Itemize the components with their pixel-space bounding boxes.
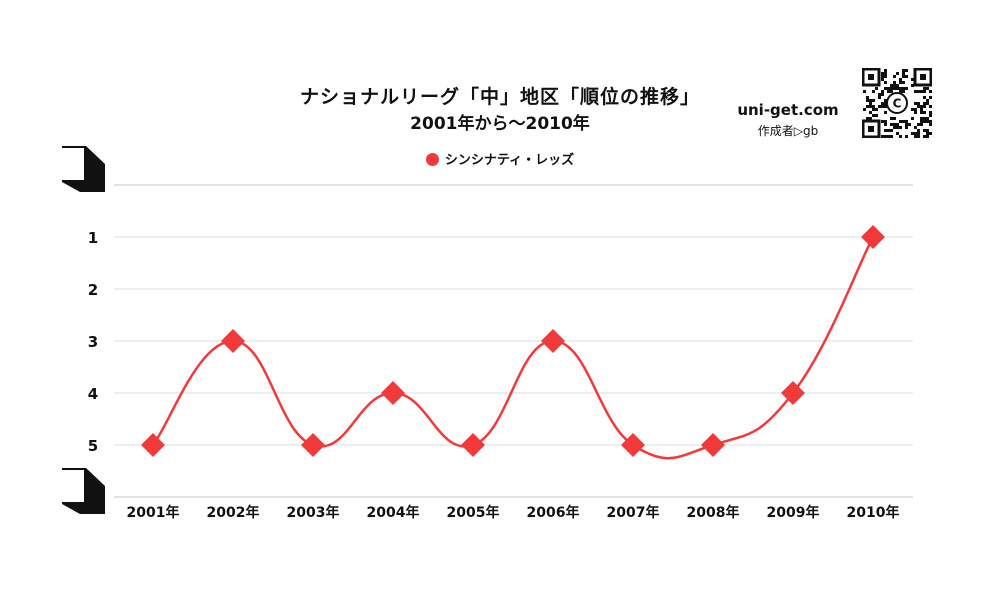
axis-end-decoration	[62, 146, 105, 192]
x-tick-label: 2010年	[847, 504, 900, 521]
series-markers	[141, 225, 885, 457]
chart-subtitle: 2001年から～2010年	[410, 114, 590, 134]
legend-marker-icon	[425, 153, 439, 166]
x-tick-label: 2002年	[207, 504, 260, 521]
x-tick-label: 2009年	[767, 504, 820, 521]
author-credit: 作成者▷gb	[757, 124, 819, 138]
data-point-marker	[701, 433, 725, 457]
y-tick-label: 1	[88, 229, 98, 247]
y-tick-label: 4	[88, 385, 98, 403]
chart-title: ナショナルリーグ「中」地区「順位の推移」	[299, 86, 700, 108]
series-lines	[152, 236, 875, 460]
data-point-marker	[301, 433, 325, 457]
data-point-marker	[381, 381, 405, 405]
data-point-marker	[621, 433, 645, 457]
x-tick-label: 2006年	[527, 504, 580, 521]
x-axis-ticks: 2001年 2002年 2003年 2004年 2005年 2006年 2007年 2008年…	[127, 504, 900, 521]
x-tick-label: 2001年	[127, 504, 180, 521]
data-point-marker	[861, 225, 885, 249]
site-brand: uni-get.com	[737, 101, 839, 119]
data-point-marker	[781, 381, 805, 405]
series-line	[152, 236, 875, 460]
x-tick-label: 2003年	[287, 504, 340, 521]
data-point-marker	[461, 433, 485, 457]
y-tick-label: 2	[88, 281, 98, 299]
grid-lines	[114, 184, 913, 498]
data-point-marker	[141, 433, 165, 457]
x-tick-label: 2004年	[367, 504, 420, 521]
axis-end-decoration	[62, 468, 105, 514]
axis-decorations	[62, 146, 105, 514]
y-tick-label: 5	[88, 437, 98, 455]
x-tick-label: 2007年	[607, 504, 660, 521]
y-axis-ticks: 1 2 3 4 5	[88, 229, 98, 455]
data-point-marker	[221, 329, 245, 353]
qr-code-icon: C	[862, 68, 932, 138]
legend: シンシナティ・レッズ	[0, 149, 1000, 168]
qr-center-letter: C	[893, 97, 902, 111]
y-tick-label: 3	[88, 333, 98, 351]
legend-label: シンシナティ・レッズ	[444, 153, 575, 168]
x-tick-label: 2005年	[447, 504, 500, 521]
data-point-marker	[541, 329, 565, 353]
x-tick-label: 2008年	[687, 504, 740, 521]
